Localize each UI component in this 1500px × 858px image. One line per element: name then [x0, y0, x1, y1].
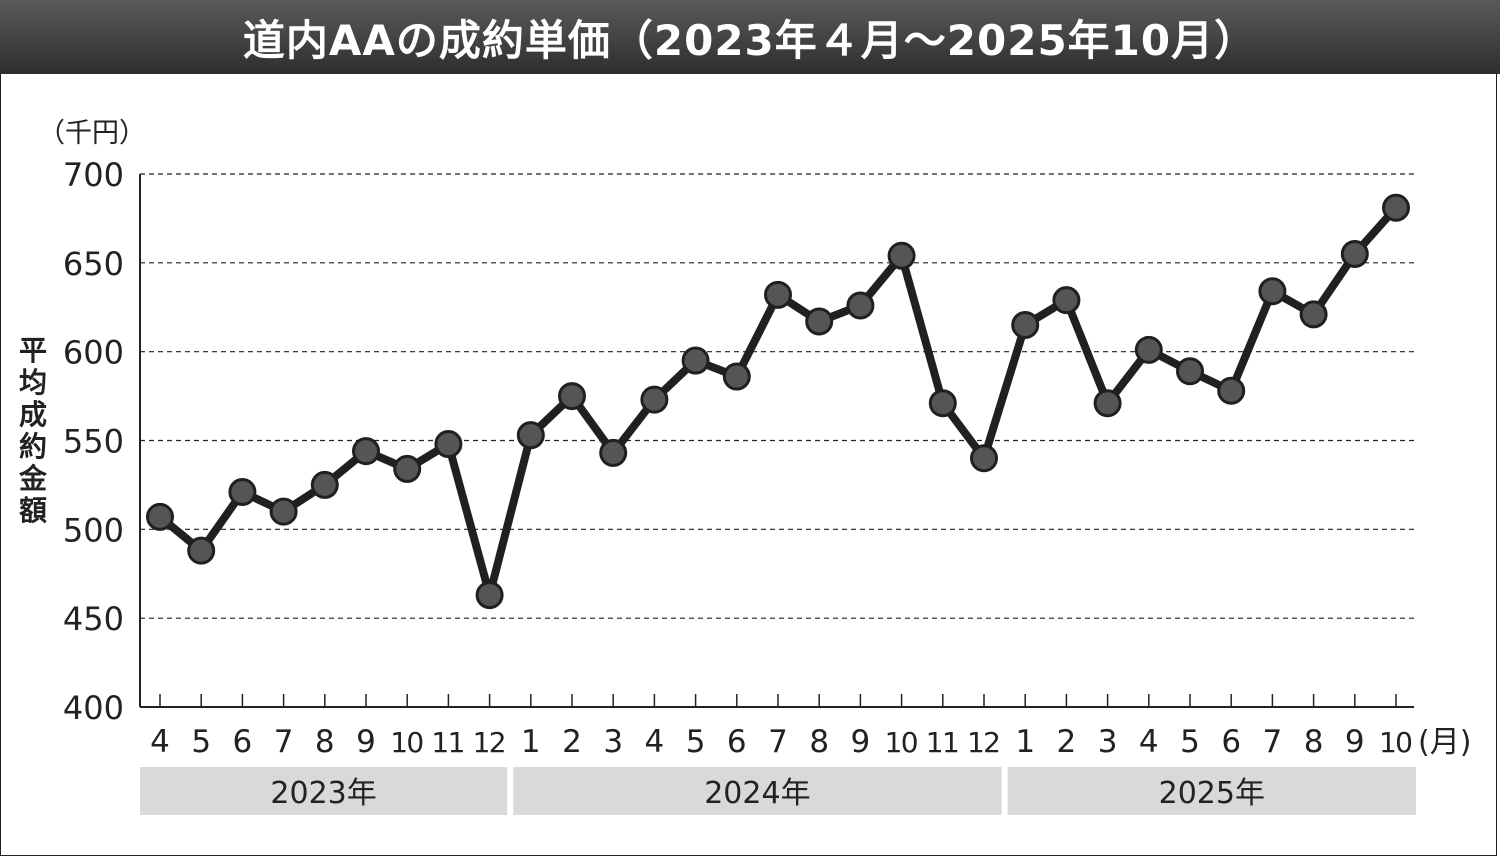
x-tick-label: 10 [390, 726, 424, 759]
x-tick-label: 4 [1139, 724, 1159, 760]
x-tick-label: 5 [1180, 724, 1200, 760]
x-tick-label: 1 [1015, 724, 1035, 760]
x-tick-label: 11 [431, 726, 465, 759]
y-tick-label: 400 [63, 689, 124, 727]
data-point [1258, 277, 1287, 306]
x-tick-label: 2 [1057, 724, 1077, 760]
data-point [805, 307, 834, 336]
data-point [310, 470, 339, 499]
year-label: 2024年 [704, 776, 810, 811]
y-tick-label: 700 [63, 156, 124, 194]
year-band [1007, 767, 1416, 815]
data-point [228, 478, 257, 507]
x-tick-label: 1 [521, 724, 541, 760]
x-tick-label: 12 [473, 726, 507, 759]
x-tick-label: 2 [562, 724, 582, 760]
x-tick-label: 5 [191, 724, 211, 760]
data-point [146, 502, 174, 531]
y-tick-label: 650 [63, 245, 124, 283]
data-point [1052, 286, 1081, 315]
x-tick-label: 6 [1221, 724, 1241, 760]
chart-frame [0, 74, 1497, 856]
data-point [1176, 357, 1204, 386]
y-tick-label: 500 [63, 511, 124, 549]
x-tick-label: 3 [603, 724, 623, 760]
data-point [1299, 300, 1328, 329]
data-point [1093, 389, 1122, 418]
data-point [558, 382, 586, 411]
data-point [1217, 376, 1246, 405]
x-tick-label: 10 [885, 726, 919, 759]
x-tick-label: 7 [1263, 724, 1283, 760]
data-point [475, 581, 504, 610]
x-tick-label: 4 [645, 724, 665, 760]
data-point [434, 430, 463, 459]
axes: （千円） 平均成約金額 (月) [18, 118, 1471, 760]
data-point [722, 362, 751, 391]
x-tick-label: 9 [1345, 724, 1365, 760]
y-axis-label: 平均成約金額 [18, 334, 48, 527]
x-tick-label: 9 [851, 724, 871, 760]
year-label: 2025年 [1159, 776, 1265, 811]
data-point [928, 389, 957, 418]
year-band [513, 767, 1002, 815]
data-point [187, 536, 216, 565]
year-label: 2023年 [270, 776, 376, 811]
y-axis-unit: （千円） [38, 118, 146, 149]
y-tick-label: 600 [63, 334, 124, 372]
x-tick-label: 8 [1304, 724, 1324, 760]
x-tick-label: 7 [274, 724, 294, 760]
chart-title: 道内AAの成約単価（2023年４月～2025年10月） [0, 0, 1500, 74]
x-tick-label: 6 [727, 724, 747, 760]
x-tick-label: 3 [1098, 724, 1118, 760]
y-tick-label: 450 [63, 600, 124, 638]
data-point [764, 280, 792, 309]
data-point [681, 346, 710, 375]
series [146, 193, 1410, 610]
data-point [1340, 239, 1369, 268]
x-tick-label: 8 [809, 724, 829, 760]
data-point [887, 241, 916, 270]
data-point [269, 497, 298, 526]
y-tick-label: 550 [63, 423, 124, 461]
data-point [1011, 311, 1040, 340]
data-point [640, 385, 669, 414]
data-point [1134, 335, 1163, 364]
data-point [846, 291, 875, 320]
series-line [157, 205, 1399, 600]
x-tick-label: 8 [315, 724, 335, 760]
x-tick-label: 11 [926, 726, 960, 759]
x-tick-label: 12 [967, 726, 1001, 759]
data-point [970, 444, 998, 473]
x-tick-label: 7 [768, 724, 788, 760]
x-tick-label: 10 [1379, 726, 1413, 759]
x-tick-label: 9 [356, 724, 376, 760]
x-tick-label: 4 [150, 724, 170, 760]
year-bands: 2023年 2024年 2025年 [140, 767, 1416, 815]
data-point [393, 454, 422, 483]
data-point [599, 438, 628, 467]
data-point [352, 437, 380, 466]
x-axis-unit: (月) [1418, 725, 1471, 760]
x-tick-label: 5 [686, 724, 706, 760]
data-point [1382, 193, 1410, 222]
x-tick-label: 6 [233, 724, 253, 760]
year-band [140, 767, 508, 815]
data-point [516, 421, 545, 450]
